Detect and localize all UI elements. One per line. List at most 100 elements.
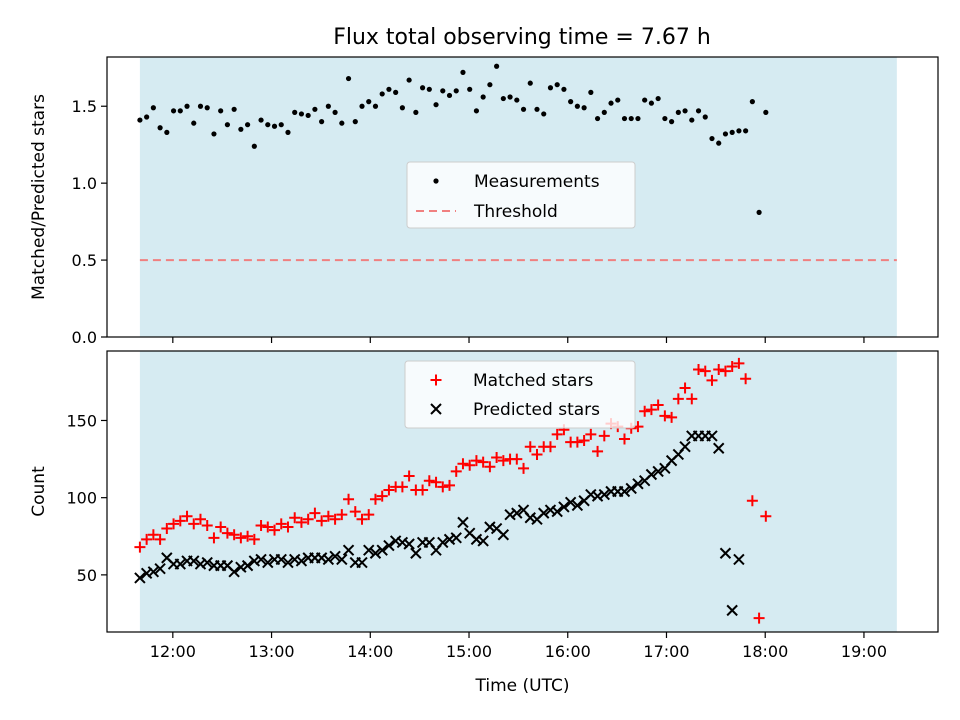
measurement-point (386, 86, 392, 92)
measurement-point (568, 99, 574, 105)
x-axis-label: Time (UTC) (475, 676, 570, 696)
measurement-point (460, 69, 466, 75)
predicted-point (389, 535, 402, 547)
chart-title: Flux total observing time = 7.67 h (333, 25, 711, 50)
legend-marker-matched (430, 374, 442, 386)
matched-point (457, 458, 469, 470)
measurement-point (655, 95, 661, 102)
measurement-point (413, 109, 419, 115)
measurement-point (628, 115, 634, 122)
matched-point (491, 452, 503, 464)
measurement-point (312, 106, 318, 112)
matched-point (706, 374, 718, 386)
legend-label-predicted-stars: Predicted stars (473, 400, 600, 420)
matched-point (194, 513, 206, 525)
measurement-point (648, 100, 655, 106)
predicted-point (679, 441, 691, 453)
matched-point (598, 430, 610, 442)
measurement-point (319, 119, 325, 125)
measurement-point (534, 106, 540, 112)
predicted-point (288, 553, 301, 566)
matched-point (242, 530, 254, 542)
measurement-point (352, 119, 358, 125)
measurement-point (244, 122, 251, 128)
predicted-point (329, 550, 341, 563)
matched-point (275, 518, 287, 530)
predicted-point (652, 465, 664, 478)
measurement-point (292, 109, 298, 115)
predicted-point (598, 488, 611, 501)
x-tick-label: 18:00 (742, 642, 788, 661)
y-tick-label: 0.0 (72, 328, 97, 347)
matched-point (363, 509, 375, 521)
matched-point (672, 393, 684, 405)
top-legend-box (406, 161, 636, 229)
matched-point (719, 365, 731, 377)
matched-point (134, 541, 146, 553)
measurement-point (339, 120, 345, 126)
measurement-point (642, 97, 648, 103)
bottom-y-ticks: 50 100 150 (66, 411, 107, 585)
measurement-point (682, 108, 688, 114)
predicted-point (147, 566, 160, 578)
predicted-point (241, 559, 254, 572)
measurement-point (393, 89, 399, 95)
matched-point (356, 513, 368, 525)
measurement-point (467, 86, 473, 92)
measurement-point (554, 82, 560, 88)
matched-point (733, 357, 745, 369)
measurement-point (453, 88, 459, 94)
measurement-point (574, 103, 580, 109)
predicted-point (336, 553, 348, 566)
matched-point (544, 441, 556, 453)
predicted-point (477, 535, 489, 547)
measurement-point (379, 91, 385, 97)
matched-point (228, 529, 240, 541)
measurement-point (615, 97, 621, 103)
matched-point (551, 428, 563, 440)
count-panel: 12:00 13:00 14:00 15:00 16:00 17:00 18:00 19:00… (29, 350, 939, 696)
matched-point (484, 461, 496, 473)
bottom-y-axis-label: Count (29, 466, 49, 517)
top-x-ticks (172, 337, 865, 343)
matched-point (255, 519, 267, 531)
matched-point (309, 507, 321, 519)
ratio-panel: 0.0 0.5 1.0 1.5 Matched/Predicted stars Mea… (29, 56, 939, 347)
predicted-point (275, 553, 287, 566)
measurement-point (480, 94, 486, 100)
measurement-point (325, 103, 331, 109)
legend-label-threshold: Threshold (473, 202, 558, 222)
predicted-point (383, 539, 395, 552)
predicted-point (228, 566, 240, 578)
measurement-point (150, 105, 156, 111)
matched-point (417, 484, 429, 496)
measurement-point (722, 131, 729, 137)
measurement-point (137, 117, 143, 123)
matched-point (295, 516, 307, 528)
matched-point (578, 435, 590, 447)
predicted-point (356, 556, 368, 569)
matched-point (168, 518, 180, 530)
measurement-point (197, 103, 204, 109)
matched-point (511, 453, 523, 465)
matched-stars-series (134, 357, 772, 624)
measurement-point (305, 112, 311, 119)
measurement-point (473, 108, 480, 114)
matched-point (753, 612, 765, 624)
measurement-point (164, 129, 170, 135)
measurement-point (635, 115, 641, 122)
measurement-point (446, 92, 453, 99)
predicted-point (369, 547, 382, 559)
measurement-point (695, 108, 702, 114)
predicted-point (551, 505, 563, 518)
measurement-point (211, 131, 217, 137)
measurement-point (743, 128, 749, 134)
matched-point (329, 513, 341, 525)
matched-point (659, 410, 671, 422)
matched-point (141, 533, 153, 545)
matched-point (571, 436, 583, 448)
measurement-point (345, 75, 352, 82)
matched-point (161, 523, 173, 535)
measurement-point (359, 103, 365, 109)
measurement-point (177, 108, 183, 114)
